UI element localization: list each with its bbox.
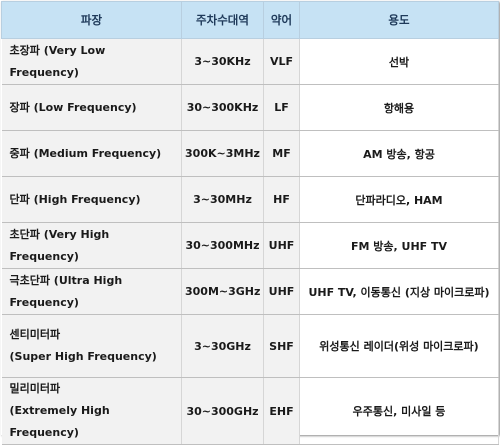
header-frequency: 주차수대역 bbox=[181, 1, 264, 39]
abbr-cell: UHF bbox=[263, 222, 300, 269]
wave-name: 밀리미터파 bbox=[9, 382, 61, 395]
wave-english-name: (Extremely High Frequency) bbox=[9, 404, 110, 439]
abbr-cell: SHF bbox=[263, 314, 300, 378]
abbr-cell: HF bbox=[263, 176, 300, 223]
use-cell: 선박 bbox=[299, 38, 499, 85]
table-row: 장파 (Low Frequency) 30~300KHz LF 항해용 bbox=[1, 84, 499, 131]
use-cell: UHF TV, 이동통신 (지상 마이크로파) bbox=[299, 268, 499, 315]
wave-cell: 장파 (Low Frequency) bbox=[1, 84, 182, 131]
table-row: 센티미터파 (Super High Frequency) 3~30GHz SHF… bbox=[1, 314, 499, 378]
frequency-cell: 30~300MHz bbox=[181, 222, 264, 269]
table-row: 극초단파 (Ultra High Frequency) 300M~3GHz UH… bbox=[1, 268, 499, 315]
use-cell: 우주통신, 미사일 등 bbox=[299, 377, 499, 445]
table-header: 파장 주차수대역 약어 용도 bbox=[1, 1, 499, 39]
abbr-cell: EHF bbox=[263, 377, 300, 445]
wave-cell: 초단파 (Very High Frequency) bbox=[1, 222, 182, 269]
frequency-cell: 300M~3GHz bbox=[181, 268, 264, 315]
header-wave: 파장 bbox=[1, 1, 182, 39]
use-cell: AM 방송, 항공 bbox=[299, 130, 499, 177]
wave-english-name: (Super High Frequency) bbox=[9, 350, 157, 363]
table-row: 초장파 (Very Low Frequency) 3~30KHz VLF 선박 bbox=[1, 38, 499, 85]
wave-cell: 센티미터파 (Super High Frequency) bbox=[1, 314, 182, 378]
frequency-cell: 3~30KHz bbox=[181, 38, 264, 85]
abbr-cell: UHF bbox=[263, 268, 300, 315]
frequency-cell: 30~300GHz bbox=[181, 377, 264, 445]
table-row: 밀리미터파 (Extremely High Frequency) 30~300G… bbox=[1, 377, 499, 445]
table-row: 단파 (High Frequency) 3~30MHz HF 단파라디오, HA… bbox=[1, 176, 499, 223]
frequency-cell: 3~30GHz bbox=[181, 314, 264, 378]
use-cell: 항해용 bbox=[299, 84, 499, 131]
wave-name: 센티미터파 bbox=[9, 328, 61, 341]
table-row: 중파 (Medium Frequency) 300K~3MHz MF AM 방송… bbox=[1, 130, 499, 177]
wave-cell: 극초단파 (Ultra High Frequency) bbox=[1, 268, 182, 315]
wave-cell: 중파 (Medium Frequency) bbox=[1, 130, 182, 177]
header-use: 용도 bbox=[299, 1, 499, 39]
use-cell: 위성통신 레이더(위성 마이크로파) bbox=[299, 314, 499, 378]
frequency-cell: 300K~3MHz bbox=[181, 130, 264, 177]
abbr-cell: LF bbox=[263, 84, 300, 131]
frequency-cell: 30~300KHz bbox=[181, 84, 264, 131]
abbr-cell: MF bbox=[263, 130, 300, 177]
wave-cell: 밀리미터파 (Extremely High Frequency) bbox=[1, 377, 182, 445]
use-cell: 단파라디오, HAM bbox=[299, 176, 499, 223]
frequency-cell: 3~30MHz bbox=[181, 176, 264, 223]
abbr-cell: VLF bbox=[263, 38, 300, 85]
table-row: 초단파 (Very High Frequency) 30~300MHz UHF … bbox=[1, 222, 499, 269]
wave-cell: 단파 (High Frequency) bbox=[1, 176, 182, 223]
use-cell: FM 방송, UHF TV bbox=[299, 222, 499, 269]
wave-cell: 초장파 (Very Low Frequency) bbox=[1, 38, 182, 85]
header-abbr: 약어 bbox=[263, 1, 300, 39]
